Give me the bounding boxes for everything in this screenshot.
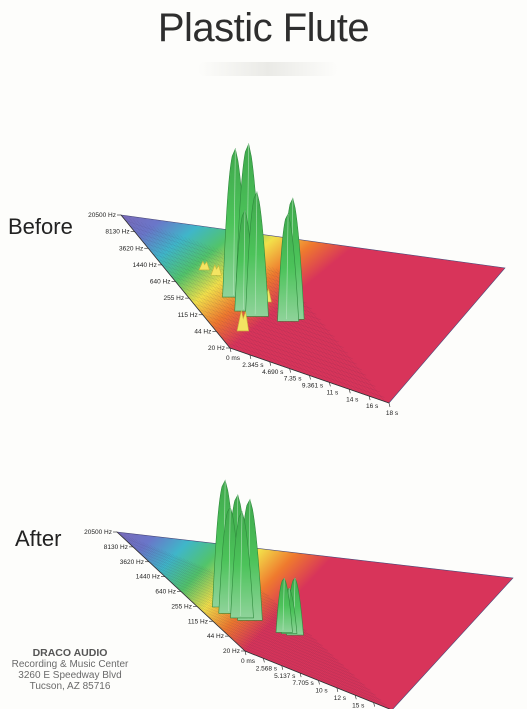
- peak-ridge: [282, 578, 285, 631]
- time-tick-label: 4.690 s: [262, 369, 284, 376]
- page-title: Plastic Flute: [157, 6, 370, 50]
- peak-ridge: [243, 210, 246, 310]
- time-tick-mark: [336, 687, 339, 692]
- frequency-tick-label: 20 Hz: [208, 345, 225, 352]
- frequency-tick-label: 20500 Hz: [84, 529, 112, 536]
- spectral-peak: [275, 577, 293, 633]
- peak-ridge: [286, 213, 289, 320]
- time-tick-label: 5.137 s: [274, 673, 296, 680]
- address-line-3: Tucson, AZ 85716: [29, 681, 111, 692]
- time-tick-mark: [299, 673, 302, 678]
- time-tick-mark: [329, 382, 331, 387]
- spectral-peak: [210, 264, 222, 276]
- frequency-tick-label: 44 Hz: [207, 633, 224, 640]
- studio-address-block: DRACO AUDIO Recording & Music Center 326…: [10, 647, 130, 693]
- frequency-axis-line: [120, 214, 231, 349]
- spectral-peak: [230, 510, 254, 619]
- time-tick-label: 9.361 s: [302, 383, 324, 390]
- frequency-tick-label: 640 Hz: [150, 279, 171, 286]
- time-tick-label: 11 s: [326, 389, 339, 396]
- address-line-2: 3260 E Speedway Blvd: [18, 670, 122, 681]
- before-spectrogram-chart: 20500 Hz 8130 Hz 3620 Hz 1440 Hz 640 Hz 255 H…: [88, 142, 506, 417]
- time-tick-mark: [309, 375, 311, 380]
- time-tick-label: 10 s: [315, 688, 328, 695]
- frequency-tick-label: 115 Hz: [178, 312, 198, 319]
- spectral-peak: [236, 310, 250, 332]
- spectrum-floor: [120, 214, 506, 404]
- frequency-axis-line: [116, 531, 246, 652]
- frequency-tick-label: 3620 Hz: [120, 559, 144, 566]
- time-tick-mark: [229, 347, 232, 353]
- peak-ridge: [233, 148, 236, 296]
- frequency-tick-label: 8130 Hz: [104, 544, 128, 551]
- frequency-tick-label: 640 Hz: [155, 589, 176, 596]
- frequency-tick-label: 255 Hz: [164, 295, 185, 302]
- spectral-peak: [198, 260, 210, 271]
- time-tick-mark: [373, 702, 375, 707]
- scan-smudge: [198, 62, 338, 76]
- frequency-tick-label: 44 Hz: [194, 328, 211, 335]
- time-axis-line: [229, 347, 390, 404]
- time-tick-label: 7.705 s: [292, 680, 314, 687]
- frequency-tick-label: 1440 Hz: [136, 574, 160, 581]
- spectral-peak: [277, 212, 299, 322]
- peak-ridge: [228, 506, 231, 612]
- peak-ridge: [239, 511, 243, 616]
- spectral-peak: [245, 191, 269, 317]
- time-tick-mark: [354, 695, 357, 700]
- time-tick-mark: [388, 402, 391, 408]
- frequency-tick-label: 3620 Hz: [119, 245, 143, 252]
- address-line-1: Recording & Music Center: [11, 659, 129, 670]
- time-tick-mark: [289, 368, 291, 373]
- time-tick-mark: [368, 396, 371, 401]
- frequency-tick-label: 20500 Hz: [88, 212, 116, 219]
- time-tick-label: 7.35 s: [284, 376, 302, 383]
- frequency-tick-label: 20 Hz: [223, 648, 240, 655]
- time-tick-mark: [281, 665, 284, 670]
- time-tick-label: 14 s: [346, 396, 359, 403]
- time-tick-mark: [244, 650, 247, 656]
- time-tick-mark: [263, 658, 265, 663]
- time-tick-mark: [348, 389, 351, 394]
- company-name: DRACO AUDIO: [32, 647, 108, 659]
- time-axis-line: [244, 650, 391, 709]
- frequency-tick-label: 115 Hz: [188, 618, 208, 625]
- frequency-tick-label: 255 Hz: [171, 603, 192, 610]
- frequency-tick-label: 1440 Hz: [133, 262, 157, 269]
- time-tick-mark: [269, 361, 272, 366]
- time-tick-label: 18 s: [386, 410, 399, 417]
- time-tick-label: 0 ms: [226, 355, 241, 362]
- after-label: After: [15, 526, 62, 551]
- time-tick-label: 2.568 s: [256, 665, 278, 672]
- time-tick-label: 12 s: [334, 695, 347, 702]
- time-tick-label: 2.345 s: [242, 362, 264, 369]
- time-tick-label: 0 ms: [241, 658, 256, 665]
- time-tick-label: 15 s: [352, 702, 365, 709]
- time-tick-mark: [249, 354, 252, 359]
- before-label: Before: [8, 214, 73, 239]
- time-tick-mark: [318, 680, 320, 685]
- peak-ridge: [254, 192, 258, 315]
- frequency-tick-label: 8130 Hz: [105, 229, 129, 236]
- after-spectrogram-chart: 20500 Hz 8130 Hz 3620 Hz 1440 Hz 640 Hz 255 H…: [84, 479, 514, 709]
- time-tick-label: 16 s: [366, 403, 379, 410]
